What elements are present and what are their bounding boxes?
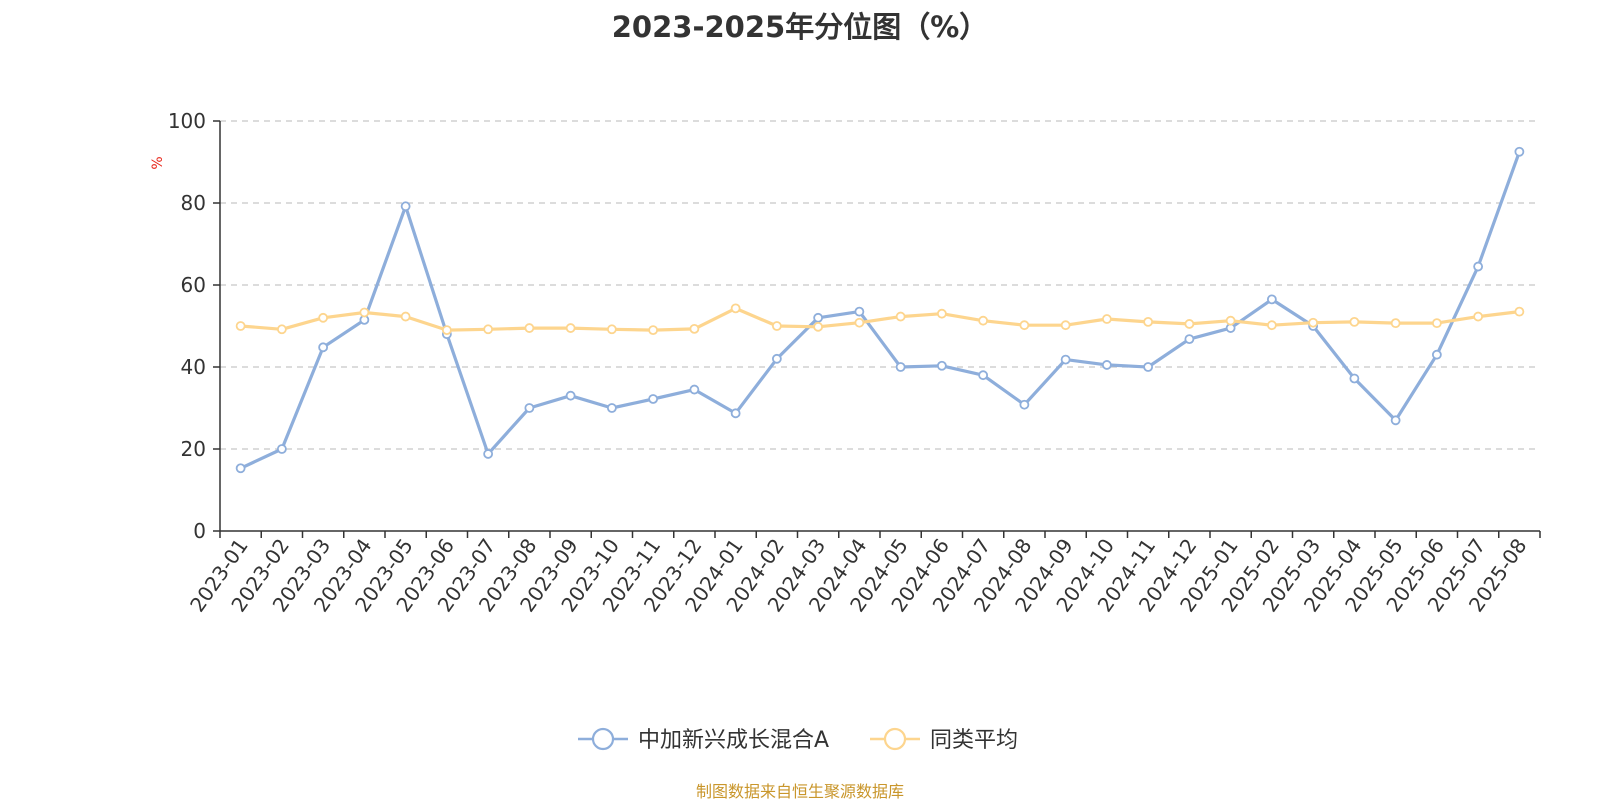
data-point xyxy=(1143,362,1154,372)
data-point xyxy=(565,390,576,401)
data-point xyxy=(1349,373,1360,384)
data-point xyxy=(813,321,824,332)
legend-label: 中加新兴成长混合A xyxy=(638,728,829,753)
data-point xyxy=(606,403,617,413)
data-point xyxy=(936,308,947,319)
data-point xyxy=(648,325,659,336)
data-point xyxy=(1225,315,1236,326)
chart-title: 2023-2025年分位图（%） xyxy=(611,10,989,44)
data-point xyxy=(1101,314,1112,324)
legend: 中加新兴成长混合A 同类平均 xyxy=(578,727,1018,753)
data-point xyxy=(1390,318,1401,329)
data-point xyxy=(1019,320,1030,331)
y-tick-label: 60 xyxy=(181,273,206,297)
legend-marker-icon xyxy=(883,727,907,751)
data-point xyxy=(730,408,741,419)
legend-label: 同类平均 xyxy=(930,728,1018,753)
series-average xyxy=(235,303,1525,336)
data-point xyxy=(1143,316,1154,327)
data-point xyxy=(730,303,741,314)
axes: 0204060801002023-012023-022023-032023-04… xyxy=(168,109,1541,616)
data-point xyxy=(936,360,947,371)
y-axis-label: % xyxy=(150,156,166,169)
data-point xyxy=(483,324,494,335)
data-point xyxy=(276,324,287,335)
y-tick-label: 0 xyxy=(193,519,206,543)
data-point xyxy=(813,312,824,323)
data-point xyxy=(1101,360,1112,370)
data-point xyxy=(1266,294,1277,305)
data-point xyxy=(400,311,411,322)
data-point xyxy=(1431,349,1442,360)
data-point xyxy=(771,353,782,364)
series-line xyxy=(240,306,1520,332)
data-point xyxy=(606,324,617,335)
data-source-note: 制图数据来自恒生聚源数据库 xyxy=(695,782,904,801)
data-point xyxy=(524,323,535,333)
data-point xyxy=(978,315,989,326)
data-point xyxy=(1184,319,1195,329)
data-point xyxy=(318,342,329,353)
data-point xyxy=(771,321,782,331)
data-point xyxy=(895,362,906,372)
legend-marker-icon xyxy=(591,727,615,751)
data-point xyxy=(689,384,700,395)
data-point xyxy=(276,444,287,454)
data-point xyxy=(1060,354,1071,365)
data-point xyxy=(483,449,494,459)
data-point xyxy=(565,323,576,333)
data-point xyxy=(854,306,865,317)
data-point xyxy=(689,323,700,334)
data-point xyxy=(1349,316,1360,327)
data-point xyxy=(1390,415,1401,426)
data-point xyxy=(1514,306,1525,317)
data-point xyxy=(359,307,370,318)
legend-item: 同类平均 xyxy=(870,727,1018,753)
data-point xyxy=(854,317,865,328)
data-point xyxy=(1514,146,1525,157)
data-point xyxy=(318,312,329,323)
series xyxy=(235,146,1525,474)
data-point xyxy=(235,321,246,331)
data-point xyxy=(648,394,659,404)
data-point xyxy=(400,201,411,212)
y-tick-label: 20 xyxy=(181,437,206,461)
grid-lines xyxy=(220,120,1540,450)
data-point xyxy=(1473,311,1484,322)
y-tick-label: 40 xyxy=(181,355,206,379)
data-point xyxy=(1060,320,1071,331)
data-point xyxy=(524,403,535,413)
series-fund xyxy=(235,146,1525,474)
y-tick-label: 100 xyxy=(168,109,206,133)
data-point xyxy=(1019,399,1030,410)
series-line xyxy=(239,151,1521,470)
data-point xyxy=(1308,317,1319,328)
data-point xyxy=(1431,318,1442,329)
data-point xyxy=(895,311,906,322)
legend-item: 中加新兴成长混合A xyxy=(578,727,829,753)
data-point xyxy=(235,463,246,474)
data-point xyxy=(441,325,452,336)
data-point xyxy=(1184,334,1195,345)
data-point xyxy=(1473,261,1484,272)
data-point xyxy=(978,370,989,381)
data-point xyxy=(1266,320,1277,331)
y-tick-label: 80 xyxy=(181,191,206,215)
